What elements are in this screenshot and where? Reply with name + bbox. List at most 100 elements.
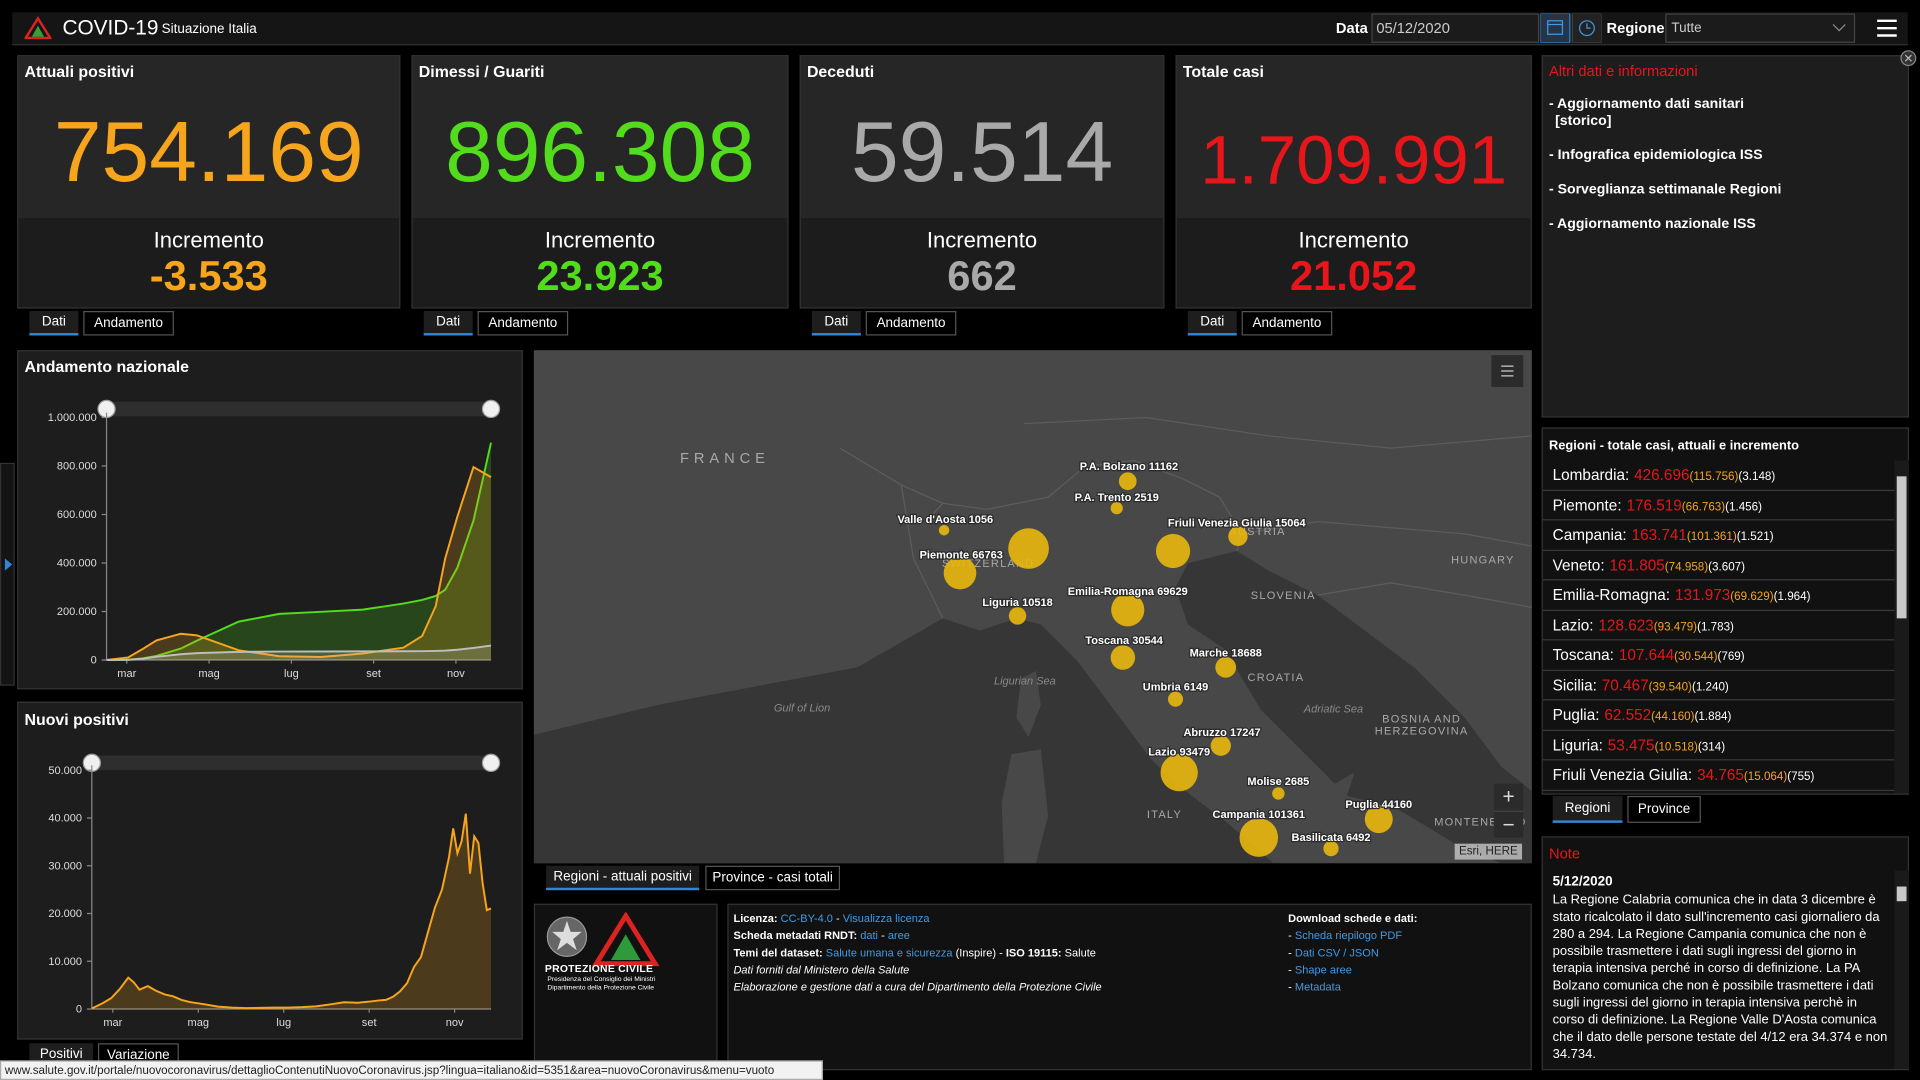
license-line: Scheda metadati RNDT: dati - aree (733, 929, 909, 941)
card-tab[interactable]: Andamento (1241, 311, 1333, 336)
region-tab[interactable]: Regioni (1552, 795, 1623, 823)
region-select[interactable]: Tutte (1665, 13, 1856, 43)
link[interactable]: Dati CSV / JSON (1294, 946, 1379, 959)
card-tab[interactable]: Andamento (83, 311, 174, 336)
region-row[interactable]: Emilia-Romagna: 131.973(69.629)(1.964) (1542, 580, 1895, 611)
chart-panel: Nuovi positivi 0 10.000 20.000 30.000 40.000… (17, 701, 523, 1040)
map-tab[interactable]: Regioni - attuali positivi (546, 865, 700, 891)
text: Scheda metadati RNDT: (733, 929, 861, 942)
region-current: (69.629) (1730, 590, 1774, 604)
info-link[interactable]: - Aggiornamento nazionale ISS (1548, 216, 1756, 232)
increment-label: Incremento (153, 227, 264, 253)
y-tick-label: 10.000 (48, 956, 82, 968)
region-current: (101.361) (1686, 530, 1737, 544)
region-current: (93.479) (1653, 620, 1698, 634)
date-buttons[interactable] (1540, 13, 1602, 43)
region-row[interactable]: Veneto: 161.805(74.958)(3.607) (1542, 550, 1895, 581)
region-increment: (1.521) (1736, 530, 1774, 544)
scroll-thumb[interactable] (1896, 476, 1907, 619)
card-tab[interactable]: Andamento (477, 311, 569, 336)
map-marker (1272, 787, 1285, 800)
slider-handle (481, 399, 501, 419)
map[interactable]: FRANCE SWITZERLAND AUSTRIA HUNGARY SLOVENIA C… (533, 350, 1532, 864)
card-tab[interactable]: Dati (811, 311, 861, 336)
region-tab[interactable]: Province (1627, 795, 1701, 823)
sea (1175, 551, 1532, 864)
license-line: Download schede e dati: (1288, 912, 1417, 924)
country-label: HUNGARY (1451, 554, 1514, 566)
attribution[interactable]: Esri, HERE (1454, 843, 1523, 860)
marker-label: Lazio 93479 (1148, 747, 1210, 759)
island (1016, 671, 1041, 738)
card-tab[interactable]: Andamento (865, 311, 957, 336)
marker-label: P.A. Bolzano 11162 (1080, 461, 1178, 473)
country-label: FRANCE (680, 451, 770, 467)
marker-label: Emilia-Romagna 69629 (1068, 586, 1188, 598)
series-line (106, 644, 492, 661)
region-row[interactable]: Puglia: 62.552(44.160)(1.884) (1542, 700, 1895, 731)
y-tick-label: 0 (91, 655, 97, 667)
region-row[interactable]: Toscana: 107.644(30.544)(769) (1542, 640, 1895, 671)
y-tick-label: 50.000 (48, 765, 82, 777)
card-value: 896.308 (445, 104, 755, 200)
region-current: (39.540) (1648, 680, 1692, 694)
legend-button[interactable] (1491, 355, 1524, 387)
link[interactable]: CC-BY-4.0 (780, 912, 833, 925)
map-marker (1167, 691, 1184, 707)
date-input[interactable]: 05/12/2020 (1371, 13, 1540, 43)
card-tab[interactable]: Dati (29, 311, 79, 336)
card-tab[interactable]: Dati (1187, 311, 1237, 336)
map-marker (1118, 472, 1137, 491)
region-label: Regione (1606, 19, 1665, 37)
logo-box: PROTEZIONE CIVILE Presidenza del Consigl… (533, 903, 718, 1071)
region-total: 161.805 (1609, 556, 1665, 574)
link[interactable]: Metadata (1294, 980, 1341, 994)
region-increment: (1.240) (1691, 680, 1729, 694)
region-name: Toscana: (1552, 646, 1614, 664)
card-tab[interactable]: Dati (423, 311, 473, 336)
region-total: 131.973 (1674, 586, 1731, 604)
x-tick-label: set (362, 1017, 377, 1029)
info-link[interactable]: - Aggiornamento dati sanitari (1548, 96, 1745, 112)
region-row[interactable]: Sicilia: 70.467(39.540)(1.240) (1542, 670, 1895, 701)
close-icon[interactable] (1899, 49, 1917, 67)
map-marker (1215, 656, 1237, 678)
side-handle[interactable] (0, 462, 15, 686)
card-value: 1.709.991 (1200, 121, 1508, 199)
link[interactable]: Scheda riepilogo PDF (1294, 929, 1403, 942)
link[interactable]: Visualizza licenza (842, 912, 930, 925)
zoom-in[interactable]: + (1502, 784, 1515, 809)
info-link[interactable]: - Sorveglianza settimanale Regioni (1548, 182, 1782, 198)
region-name: Campania: (1552, 526, 1627, 544)
zoom-out[interactable]: − (1493, 810, 1524, 838)
link[interactable]: Shape aree (1294, 963, 1352, 976)
chart: 0 200.000 400.000 600.000 800.000 1.000.000 ma… (48, 399, 501, 680)
link[interactable]: Salute umana e sicurezza (825, 946, 953, 959)
link[interactable]: aree (887, 929, 910, 942)
menu-button[interactable] (1876, 18, 1898, 38)
map-tab[interactable]: Province - casi totali (705, 865, 841, 891)
select-arrow (1832, 24, 1846, 32)
license-line: Dati forniti dal Ministero della Salute (733, 964, 909, 976)
info-link[interactable]: - Infografica epidemiologica ISS (1548, 148, 1763, 163)
y-tick-label: 200.000 (57, 606, 97, 618)
scrollbar[interactable] (1894, 460, 1909, 794)
region-row[interactable]: Lazio: 128.623(93.479)(1.783) (1542, 610, 1895, 641)
country-label: HERZEGOVINA (1375, 726, 1469, 738)
text: Temi del dataset: (733, 946, 826, 959)
link[interactable]: dati (860, 929, 879, 942)
region-row[interactable]: Campania: 163.741(101.361)(1.521) (1542, 520, 1895, 551)
region-row[interactable]: Piemonte: 176.519(66.763)(1.456) (1542, 490, 1895, 521)
text: Elaborazione e gestione dati a cura del … (733, 980, 1102, 994)
text: Download schede e dati: (1288, 912, 1418, 925)
region-row[interactable]: Liguria: 53.475(10.518)(314) (1542, 730, 1895, 761)
info-link[interactable]: [storico] (1555, 113, 1612, 129)
scrollbar[interactable] (1894, 870, 1909, 1069)
scroll-thumb[interactable] (1896, 886, 1907, 902)
marker-label: Abruzzo 17247 (1183, 727, 1260, 739)
region-row[interactable]: Lombardia: 426.696(115.756)(3.148) (1542, 460, 1895, 491)
country-label: ITALY (1147, 809, 1182, 821)
region-row[interactable]: Friuli Venezia Giulia: 34.765(15.064)(755… (1542, 760, 1895, 791)
increment-label: Incremento (544, 227, 656, 253)
